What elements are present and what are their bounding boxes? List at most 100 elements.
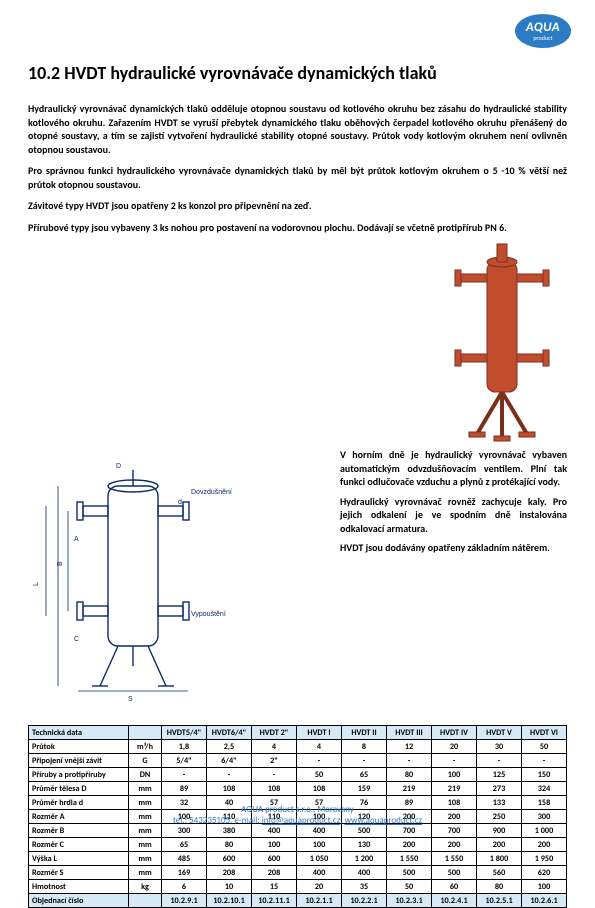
- cell: 30: [477, 740, 522, 754]
- cell: 159: [342, 782, 387, 796]
- cell: 1 800: [477, 852, 522, 866]
- footer-contact: tel.: 543235105, e-mail:: [173, 815, 262, 826]
- cell: 130: [342, 838, 387, 852]
- cell: -: [477, 754, 522, 768]
- right-para-2: Hydraulický vyrovnávač rovněž zachycuje …: [340, 495, 567, 536]
- col-head: HVDT II: [342, 726, 387, 740]
- cell: 8: [342, 740, 387, 754]
- row-label: Hmotnost: [29, 880, 129, 894]
- cell: 600: [207, 852, 252, 866]
- row-unit: G: [129, 754, 162, 768]
- order-number: 10.2.10.1: [207, 894, 252, 908]
- cell: 219: [432, 782, 477, 796]
- intro-para-2: Pro správnou funkci hydraulického vyrovn…: [28, 164, 567, 191]
- col-head: HVDT5/4": [162, 726, 207, 740]
- order-number: 10.2.11.1: [252, 894, 297, 908]
- svg-text:C: C: [74, 636, 79, 643]
- col-head: HVDT V: [477, 726, 522, 740]
- row-label: Připojení vnější závit: [29, 754, 129, 768]
- cell: 100: [432, 768, 477, 782]
- cell: 108: [207, 782, 252, 796]
- cell: 4: [252, 740, 297, 754]
- brand-logo: AQUA product: [515, 14, 571, 48]
- page-title: 10.2 HVDT hydraulické vyrovnávače dynami…: [28, 62, 567, 84]
- order-number: 10.2.3.1: [387, 894, 432, 908]
- col-head: HVDT6/4": [207, 726, 252, 740]
- cell: 200: [432, 838, 477, 852]
- cell: 485: [162, 852, 207, 866]
- cell: -: [522, 754, 567, 768]
- order-number: 10.2.4.1: [432, 894, 477, 908]
- col-head: HVDT IV: [432, 726, 477, 740]
- cell: -: [342, 754, 387, 768]
- row-unit: m³/h: [129, 740, 162, 754]
- cell: 324: [522, 782, 567, 796]
- cell: 20: [432, 740, 477, 754]
- cell: 65: [342, 768, 387, 782]
- cell: 100: [297, 838, 342, 852]
- row-label: Průměr tělesa D: [29, 782, 129, 796]
- logo-text: AQUA: [526, 21, 560, 34]
- row-unit: kg: [129, 880, 162, 894]
- cell: 15: [252, 880, 297, 894]
- cell: 100: [252, 838, 297, 852]
- right-para-3: HVDT jsou dodávány opatřeny základním ná…: [340, 541, 567, 555]
- intro-para-4: Přírubové typy jsou vybaveny 3 ks nohou …: [28, 221, 567, 235]
- cell: 1,8: [162, 740, 207, 754]
- cell: 6: [162, 880, 207, 894]
- footer-email-link[interactable]: info@aquaproduct.cz: [262, 815, 341, 826]
- cell: 1 550: [387, 852, 432, 866]
- svg-text:A: A: [74, 536, 79, 543]
- order-number-label: Objednací číslo: [29, 894, 129, 908]
- col-head: HVDT 2": [252, 726, 297, 740]
- svg-text:Dovzdušnění: Dovzdušnění: [191, 489, 232, 496]
- cell: 108: [297, 782, 342, 796]
- cell: 150: [522, 768, 567, 782]
- cell: -: [387, 754, 432, 768]
- row-unit: mm: [129, 838, 162, 852]
- row-unit: mm: [129, 866, 162, 880]
- cell: 50: [387, 880, 432, 894]
- cell: 2": [252, 754, 297, 768]
- cell: 500: [387, 866, 432, 880]
- cell: 400: [297, 866, 342, 880]
- cell: 35: [342, 880, 387, 894]
- cell: -: [162, 768, 207, 782]
- cell: 125: [477, 768, 522, 782]
- cell: 200: [477, 838, 522, 852]
- row-unit: DN: [129, 768, 162, 782]
- cell: -: [252, 768, 297, 782]
- cell: 80: [477, 880, 522, 894]
- cell: 50: [297, 768, 342, 782]
- row-label: Průtok: [29, 740, 129, 754]
- intro-para-1: Hydraulický vyrovnávač dynamických tlaků…: [28, 102, 567, 156]
- cell: -: [297, 754, 342, 768]
- cell: 5/4": [162, 754, 207, 768]
- cell: 500: [432, 866, 477, 880]
- row-unit: mm: [129, 852, 162, 866]
- row-label: Výška L: [29, 852, 129, 866]
- cell: 1 550: [432, 852, 477, 866]
- cell: 60: [432, 880, 477, 894]
- order-number: 10.2.2.1: [342, 894, 387, 908]
- cell: 620: [522, 866, 567, 880]
- footer-company: AQUA product s.r.o., Moravany: [0, 804, 595, 815]
- cell: 10: [207, 880, 252, 894]
- right-para-1: V horním dně je hydraulický vyrovnávač v…: [340, 448, 567, 489]
- product-illustration: [28, 234, 567, 444]
- table-header-label: Technická data: [29, 726, 129, 740]
- svg-text:Vypouštění: Vypouštění: [191, 611, 226, 618]
- cell: -: [207, 768, 252, 782]
- cell: 80: [387, 768, 432, 782]
- svg-text:B: B: [57, 561, 64, 566]
- cell: 20: [297, 880, 342, 894]
- footer-url-link[interactable]: www.aquaproduct.cz: [345, 815, 423, 826]
- cell: 89: [162, 782, 207, 796]
- cell: 80: [207, 838, 252, 852]
- cell: 1 950: [522, 852, 567, 866]
- col-head: HVDT III: [387, 726, 432, 740]
- cell: 200: [522, 838, 567, 852]
- svg-text:D: D: [116, 463, 121, 470]
- row-unit: mm: [129, 782, 162, 796]
- cell: 1 200: [342, 852, 387, 866]
